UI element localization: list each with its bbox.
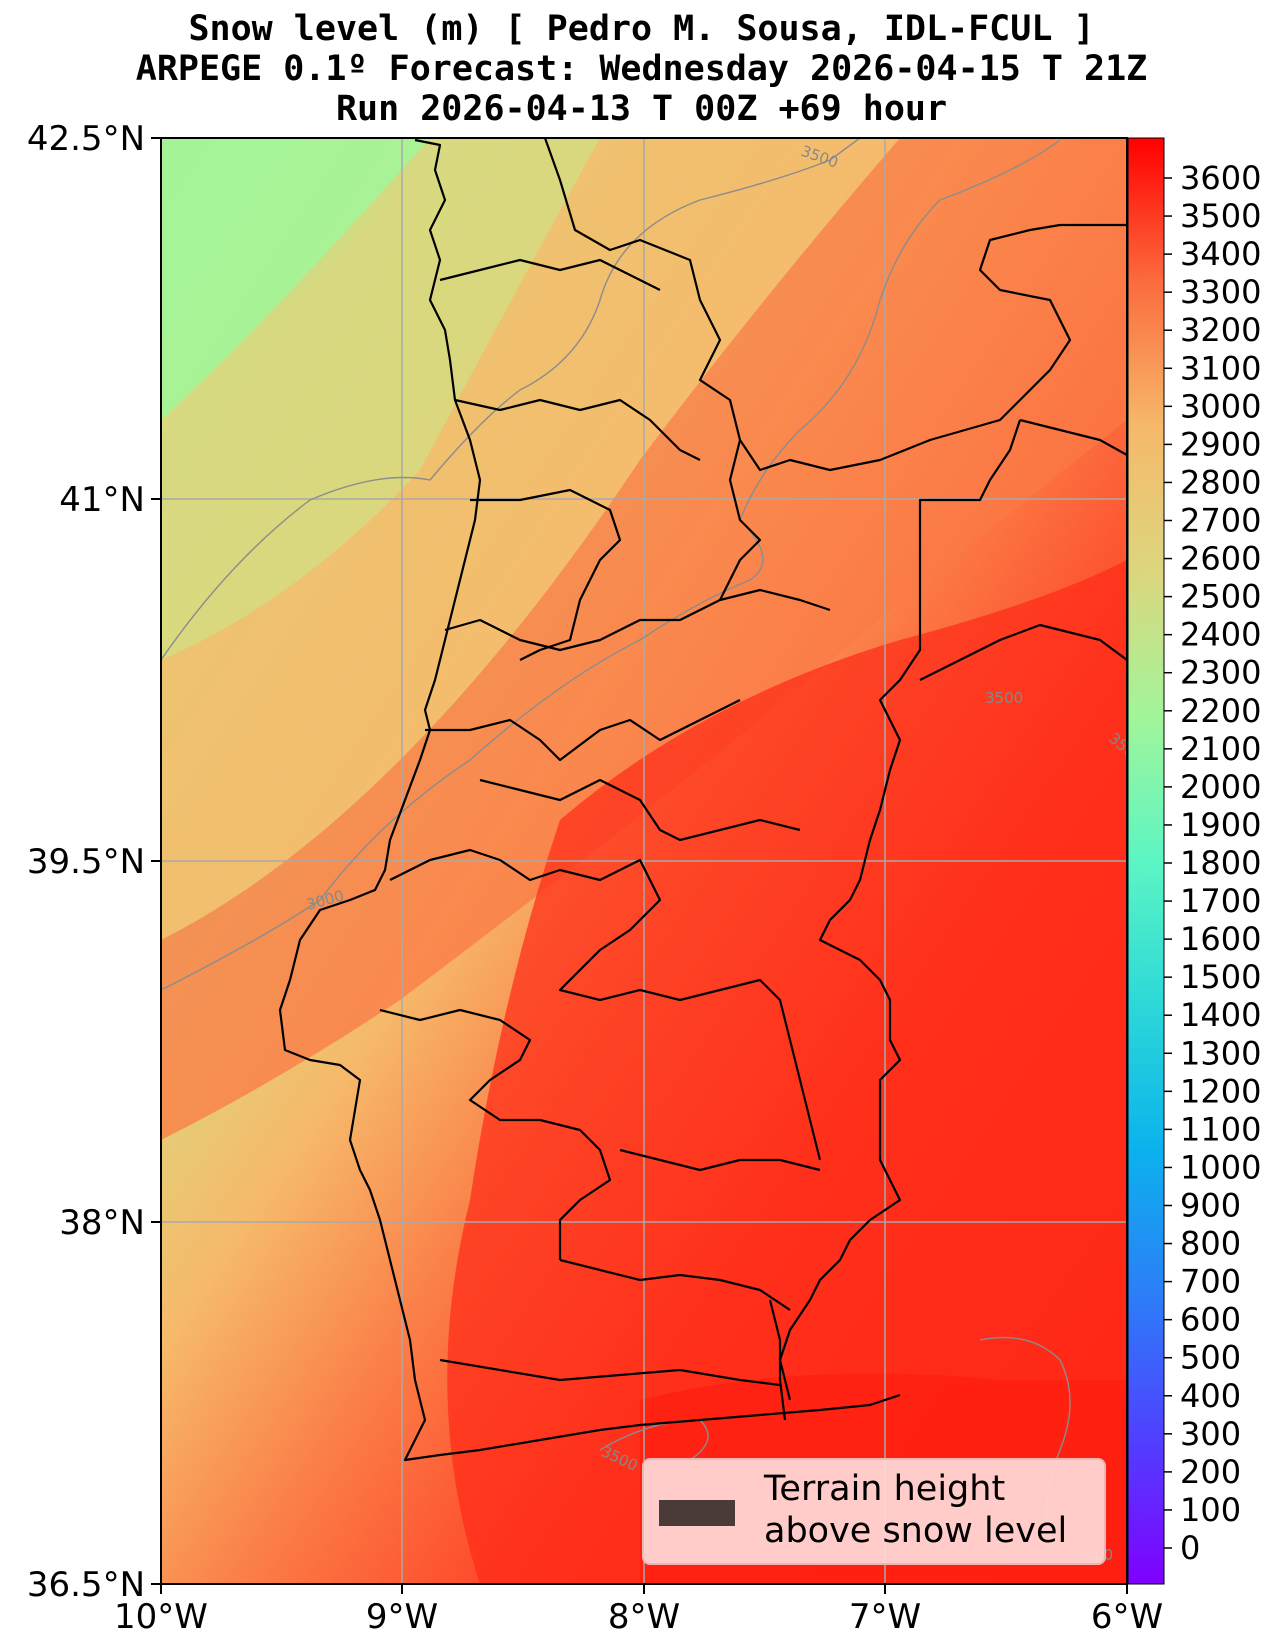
colorbar-tick-label: 2800 — [1180, 463, 1261, 501]
colorbar-tick-label: 1800 — [1180, 844, 1261, 882]
colorbar-tick-label: 1300 — [1180, 1034, 1261, 1072]
colorbar-tick-label: 3600 — [1180, 159, 1261, 197]
colorbar-tick-label: 0 — [1180, 1529, 1200, 1567]
colorbar-tick-label: 3400 — [1180, 235, 1261, 273]
colorbar-tick-label: 1500 — [1180, 958, 1261, 996]
colorbar-tick-label: 2600 — [1180, 540, 1261, 578]
colorbar-tick-label: 1600 — [1180, 920, 1261, 958]
colorbar-frame — [1127, 137, 1165, 1585]
legend-label-line-2: above snow level — [764, 1511, 1068, 1551]
x-tick-label: 8°W — [608, 1597, 680, 1637]
y-tick-label: 36.5°N — [27, 1565, 145, 1605]
colorbar-tick-label: 800 — [1180, 1225, 1241, 1263]
legend-swatch-terrain — [659, 1500, 735, 1526]
colorbar-tick-label: 3500 — [1180, 197, 1261, 235]
colorbar-tick-label: 3300 — [1180, 273, 1261, 311]
colorbar-tick-label: 700 — [1180, 1263, 1241, 1301]
colorbar-tick-label: 900 — [1180, 1187, 1241, 1225]
colorbar-tick-label: 1900 — [1180, 806, 1261, 844]
colorbar-tick-label: 2400 — [1180, 616, 1261, 654]
colorbar-tick-label: 3100 — [1180, 349, 1261, 387]
colorbar-tick-label: 100 — [1180, 1491, 1241, 1529]
colorbar-tick-label: 2100 — [1180, 730, 1261, 768]
colorbar-tick-label: 3000 — [1180, 387, 1261, 425]
x-tick-label: 10°W — [114, 1597, 208, 1637]
colorbar: 0100200300400500600700800900100011001200… — [1127, 137, 1261, 1585]
colorbar-tick-label: 1400 — [1180, 996, 1261, 1034]
colorbar-tick-label: 400 — [1180, 1377, 1241, 1415]
colorbar-tick-label: 1100 — [1180, 1110, 1261, 1148]
y-axis: 42.5°N 41°N 39.5°N 38°N 36.5°N — [27, 119, 161, 1605]
colorbar-tick-label: 3200 — [1180, 311, 1261, 349]
y-tick-label: 42.5°N — [27, 119, 145, 159]
gridlines — [161, 138, 1127, 1584]
legend-label-line-1: Terrain height — [764, 1469, 1006, 1509]
colorbar-tick-label: 200 — [1180, 1453, 1241, 1491]
colorbar-tick-label: 600 — [1180, 1301, 1241, 1339]
coastline-and-borders — [278, 138, 1127, 1462]
y-tick-label: 38°N — [59, 1203, 145, 1243]
colorbar-tick-label: 2500 — [1180, 578, 1261, 616]
colorbar-tick-label: 2000 — [1180, 768, 1261, 806]
map-title-line-2: ARPEGE 0.1º Forecast: Wednesday 2026-04-… — [135, 49, 1148, 89]
x-tick-label: 7°W — [849, 1597, 921, 1637]
x-axis: 10°W 9°W 8°W 7°W 6°W — [114, 1584, 1163, 1637]
x-tick-label: 9°W — [366, 1597, 438, 1637]
y-tick-label: 39.5°N — [27, 842, 145, 882]
x-tick-label: 6°W — [1091, 1597, 1163, 1637]
legend: Terrain height above snow level — [642, 1458, 1106, 1565]
colorbar-gradient — [1128, 138, 1164, 1584]
map-title-line-1: Snow level (m) [ Pedro M. Sousa, IDL-FCU… — [188, 9, 1095, 49]
colorbar-tick-label: 300 — [1180, 1415, 1241, 1453]
y-tick-label: 41°N — [59, 480, 145, 520]
colorbar-ticks: 0100200300400500600700800900100011001200… — [1164, 159, 1261, 1567]
colorbar-tick-label: 2200 — [1180, 692, 1261, 730]
colorbar-tick-label: 500 — [1180, 1339, 1241, 1377]
colorbar-tick-label: 2300 — [1180, 654, 1261, 692]
colorbar-tick-label: 1000 — [1180, 1148, 1261, 1186]
colorbar-tick-label: 2900 — [1180, 425, 1261, 463]
contour-label: 3500 — [985, 689, 1023, 707]
colorbar-tick-label: 1200 — [1180, 1072, 1261, 1110]
legend-label: Terrain height above snow level — [764, 1468, 1067, 1552]
map-title-line-3: Run 2026-04-13 T 00Z +69 hour — [335, 89, 948, 129]
colorbar-tick-label: 1700 — [1180, 882, 1261, 920]
colorbar-tick-label: 2700 — [1180, 502, 1261, 540]
